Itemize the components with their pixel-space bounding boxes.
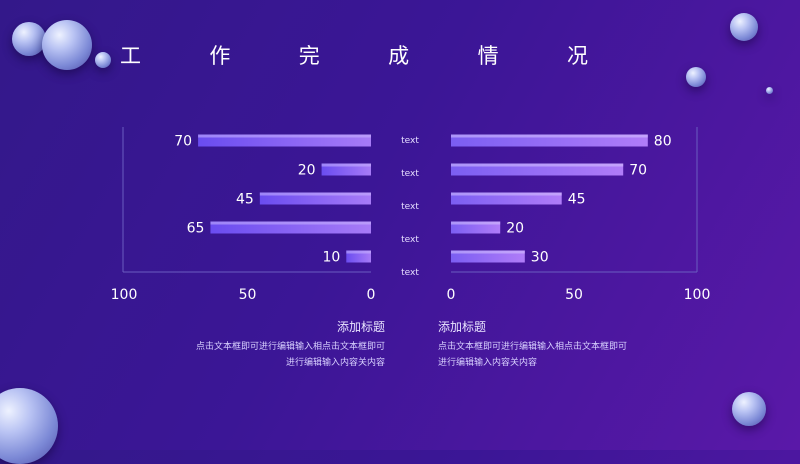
right-bar-highlight [451, 250, 525, 254]
left-bar-value-label: 70 [174, 134, 192, 150]
left-bar-value-label: 20 [298, 163, 316, 179]
decorative-sphere [730, 13, 758, 41]
category-label: text [401, 202, 419, 212]
right-x-tick-label: 100 [684, 287, 711, 303]
caption-text: 点击文本框即可进行编辑输入相点击文本框即可 [195, 342, 385, 352]
category-label: text [401, 136, 419, 146]
caption-text: 进行编辑输入内容关内容 [438, 358, 538, 368]
title-char: 工 [120, 44, 143, 68]
left-x-tick-label: 50 [239, 287, 257, 303]
left-bar-value-label: 10 [322, 250, 340, 266]
left-bar-value-label: 65 [187, 221, 205, 237]
left-bar-highlight [198, 134, 371, 138]
title-char: 情 [477, 44, 501, 68]
decorative-sphere [95, 52, 111, 68]
right-x-tick-label: 0 [447, 287, 456, 303]
right-x-tick-label: 50 [565, 287, 583, 303]
title-char: 完 [298, 44, 322, 68]
right-bar-value-label: 45 [568, 192, 586, 208]
title-char: 作 [209, 44, 233, 68]
left-bar-highlight [321, 163, 371, 167]
category-label: text [401, 235, 419, 245]
dual-bar-chart: 70 80 text 20 70 text 45 45 text 65 20 text 10 30 text… [111, 127, 711, 303]
left-x-tick-label: 0 [367, 287, 376, 303]
left-bar-highlight [346, 250, 371, 254]
right-bar-highlight [451, 163, 624, 167]
caption-title: 添加标题 [438, 320, 487, 334]
right-bar-value-label: 30 [531, 250, 549, 266]
caption-title: 添加标题 [336, 320, 385, 334]
caption-text: 点击文本框即可进行编辑输入相点击文本框即可 [438, 342, 628, 352]
decorative-sphere [12, 22, 46, 56]
left-x-tick-label: 100 [111, 287, 138, 303]
left-bar-highlight [210, 221, 371, 225]
right-bar-highlight [451, 192, 562, 196]
left-bar-value-label: 45 [236, 192, 254, 208]
right-bar-highlight [451, 221, 501, 225]
right-bar-value-label: 70 [629, 163, 647, 179]
category-label: text [401, 169, 419, 179]
right-bar-value-label: 20 [506, 221, 524, 237]
right-bar-value-label: 80 [654, 134, 672, 150]
decorative-sphere [42, 20, 92, 70]
left-caption: 添加标题 点击文本框即可进行编辑输入相点击文本框即可 进行编辑输入内容关内容 [170, 318, 385, 371]
right-bar-highlight [451, 134, 648, 138]
right-caption: 添加标题 点击文本框即可进行编辑输入相点击文本框即可 进行编辑输入内容关内容 [438, 318, 668, 371]
decorative-sphere [732, 392, 766, 426]
decorative-sphere [686, 67, 706, 87]
category-label: text [401, 268, 419, 278]
caption-text: 进行编辑输入内容关内容 [285, 358, 385, 368]
page-title: 工 作 完 成 情 况 [120, 40, 590, 70]
title-char: 况 [566, 44, 590, 68]
title-char: 成 [388, 44, 412, 68]
left-bar-highlight [259, 192, 371, 196]
decorative-sphere [766, 87, 773, 94]
